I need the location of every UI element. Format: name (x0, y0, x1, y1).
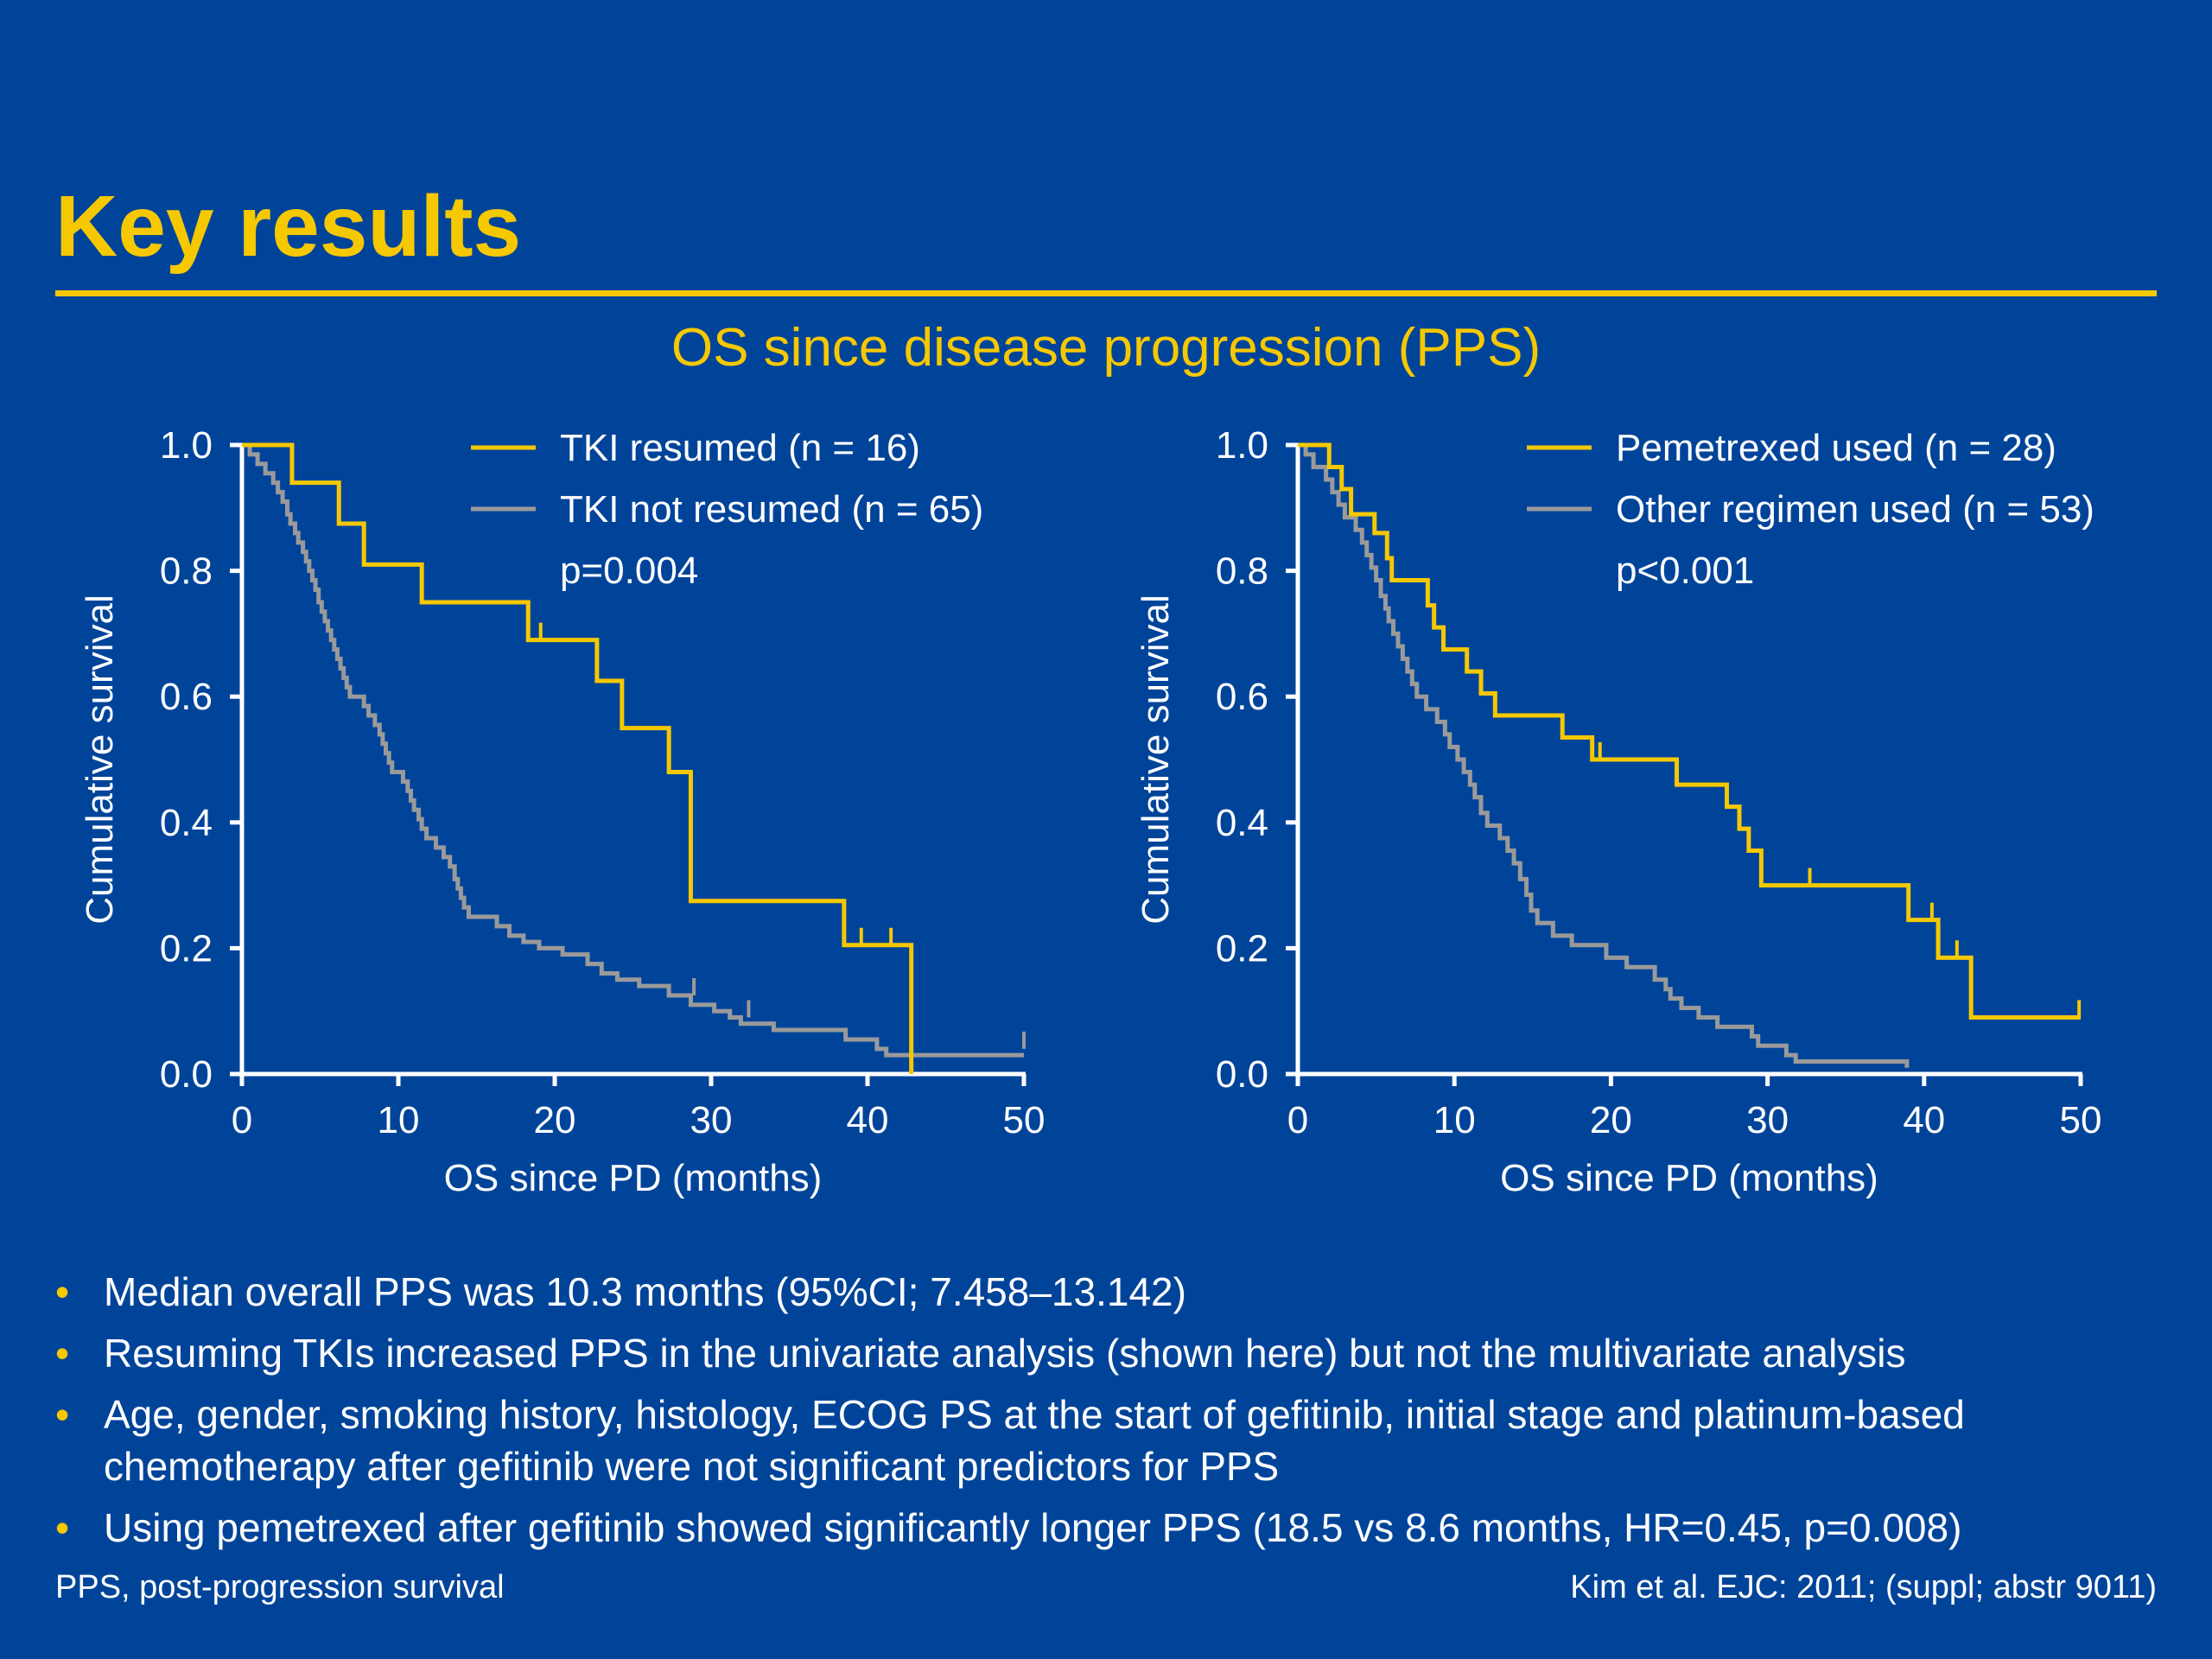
bullet-text: Age, gender, smoking history, histology,… (104, 1392, 1965, 1489)
km-series-line (1298, 442, 1910, 1068)
km-series-line (242, 442, 1024, 1058)
bullet-text: Median overall PPS was 10.3 months (95%C… (104, 1269, 1186, 1314)
legend-label: Pemetrexed used (n = 28) (1616, 427, 2056, 469)
y-tick-label: 0.4 (160, 802, 213, 844)
y-tick-label: 0.4 (1216, 802, 1268, 844)
charts-subtitle: OS since disease progression (PPS) (671, 318, 1541, 378)
x-tick-label: 40 (847, 1099, 889, 1141)
x-tick-label: 0 (232, 1099, 252, 1141)
x-tick-label: 20 (1590, 1099, 1632, 1141)
x-tick-label: 30 (690, 1099, 733, 1141)
p-value-annotation: p<0.001 (1616, 550, 1754, 592)
x-tick-label: 20 (534, 1099, 576, 1141)
bullet-item: • Age, gender, smoking history, histology… (55, 1389, 2164, 1492)
km-series-line (242, 442, 914, 1074)
x-axis-label: OS since PD (months) (1500, 1157, 1878, 1199)
p-value-annotation: p=0.004 (560, 550, 698, 592)
legend-label: TKI not resumed (n = 65) (560, 488, 983, 531)
bullet-icon: • (55, 1505, 70, 1550)
x-axis-label: OS since PD (months) (444, 1157, 823, 1199)
x-tick-label: 10 (378, 1099, 420, 1141)
x-tick-label: 10 (1433, 1099, 1476, 1141)
x-tick-label: 50 (1003, 1099, 1046, 1141)
y-tick-label: 0.0 (1216, 1053, 1268, 1096)
y-tick-label: 1.0 (160, 424, 213, 467)
citation-footnote: Kim et al. EJC: 2011; (suppl; abstr 9011… (1570, 1569, 2157, 1605)
bullet-item: • Resuming TKIs increased PPS in the univ… (55, 1327, 2164, 1379)
charts-area: 0.0 0.2 0.4 0.6 0.8 1.0 0 10 20 30 40 50 OS since PD… (79, 424, 2102, 1199)
y-tick-label: 0.2 (1216, 927, 1268, 969)
y-tick-label: 0.8 (1216, 550, 1268, 593)
y-tick-label: 0.2 (160, 927, 213, 969)
bullet-icon: • (55, 1331, 70, 1376)
x-tick-label: 50 (2060, 1099, 2102, 1141)
title-underline (55, 290, 2157, 296)
bullet-text: Resuming TKIs increased PPS in the univa… (104, 1331, 1906, 1376)
bullet-icon: • (55, 1392, 70, 1437)
bullet-item: • Median overall PPS was 10.3 months (95%… (55, 1266, 2164, 1318)
y-tick-label: 0.6 (160, 676, 213, 718)
bullet-text: Using pemetrexed after gefitinib showed … (104, 1505, 1962, 1550)
bullet-icon: • (55, 1269, 70, 1314)
y-axis-label: Cumulative survival (1135, 594, 1177, 924)
bullet-list: • Median overall PPS was 10.3 months (95%… (55, 1266, 2164, 1563)
legend-label: Other regimen used (n = 53) (1616, 488, 2094, 531)
bullet-item: • Using pemetrexed after gefitinib showed… (55, 1502, 2164, 1554)
x-tick-label: 0 (1287, 1099, 1308, 1141)
y-tick-label: 0.8 (160, 550, 213, 593)
y-tick-label: 1.0 (1216, 424, 1268, 467)
y-axis-label: Cumulative survival (79, 594, 121, 924)
x-tick-label: 30 (1746, 1099, 1789, 1141)
abbreviation-footnote: PPS, post-progression survival (55, 1569, 505, 1605)
y-tick-label: 0.6 (1216, 676, 1268, 718)
y-tick-label: 0.0 (160, 1053, 213, 1096)
slide-title: Key results (55, 178, 522, 275)
x-tick-label: 40 (1903, 1099, 1945, 1141)
legend-label: TKI resumed (n = 16) (560, 427, 920, 469)
km-series-line (1298, 442, 2081, 1020)
